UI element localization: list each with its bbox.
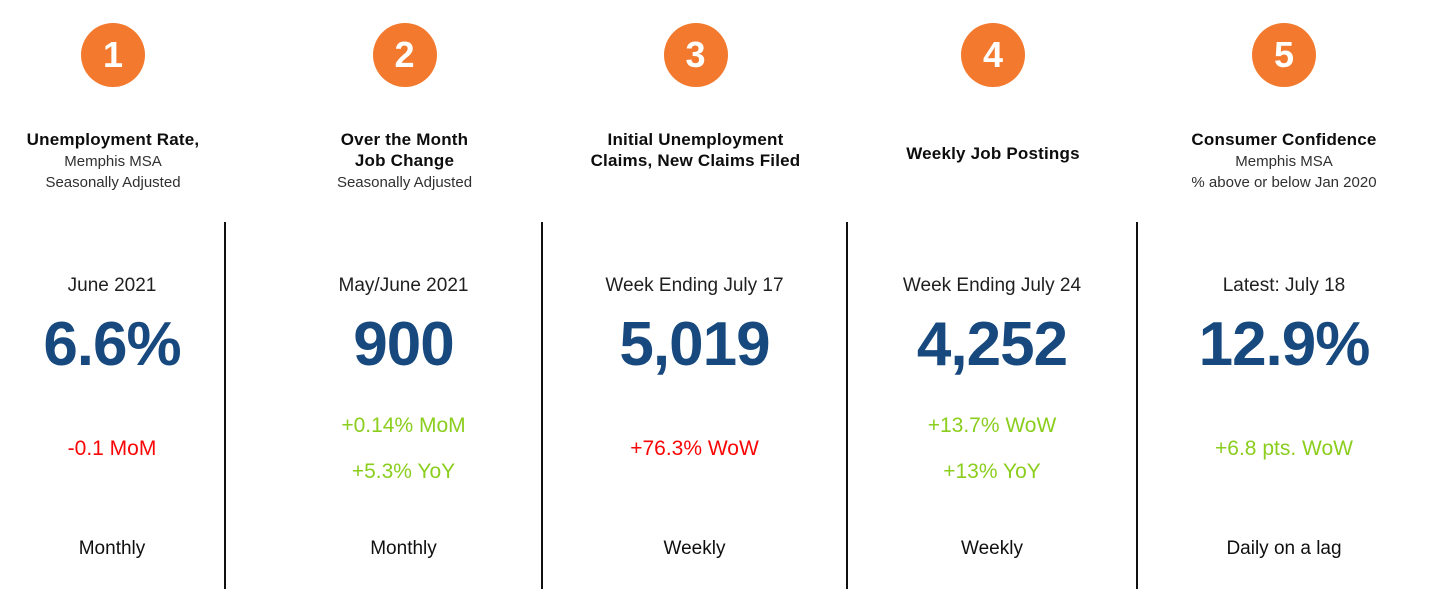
metric-subtitle: Seasonally Adjusted bbox=[45, 174, 181, 191]
metric-changes: +13.7% WoW +13% YoY bbox=[928, 376, 1057, 537]
metric-subtitle: Seasonally Adjusted bbox=[336, 174, 473, 191]
column-inner: 5 Consumer Confidence Memphis MSA % abov… bbox=[1138, 0, 1430, 589]
metric-frequency: Daily on a lag bbox=[1226, 538, 1342, 559]
metric-value: 4,252 bbox=[916, 310, 1068, 379]
metric-title-block: Initial Unemployment Claims, New Claims … bbox=[591, 129, 801, 171]
column-body: Week Ending July 17 5,019 +76.3% WoW Wee… bbox=[543, 222, 848, 589]
metric-title: Over the Month bbox=[340, 130, 469, 149]
metric-column-job-postings: 4 Weekly Job Postings Week Ending July 2… bbox=[848, 0, 1138, 589]
metric-frequency: Monthly bbox=[78, 538, 146, 559]
metric-title-block: Weekly Job Postings bbox=[906, 143, 1080, 164]
metric-value: 900 bbox=[353, 310, 454, 379]
column-body: Latest: July 18 12.9% +6.8 pts. WoW Dail… bbox=[1138, 222, 1430, 589]
metric-title: Initial Unemployment bbox=[607, 130, 784, 149]
change-indicator: -0.1 MoM bbox=[67, 436, 157, 460]
column-body: Week Ending July 24 4,252 +13.7% WoW +13… bbox=[848, 222, 1138, 589]
metric-value: 6.6% bbox=[43, 310, 181, 379]
metric-frequency: Weekly bbox=[663, 538, 726, 559]
metric-frequency: Monthly bbox=[370, 538, 437, 559]
metric-date: Week Ending July 17 bbox=[605, 275, 784, 296]
metric-title-block: Over the Month Job Change Seasonally Adj… bbox=[337, 129, 472, 192]
column-inner: 4 Weekly Job Postings Week Ending July 2… bbox=[848, 0, 1138, 589]
metric-column-unemployment-rate: 1 Unemployment Rate, Memphis MSA Seasona… bbox=[0, 0, 248, 589]
column-header: 3 Initial Unemployment Claims, New Claim… bbox=[543, 0, 848, 222]
column-inner: 2 Over the Month Job Change Seasonally A… bbox=[248, 0, 543, 589]
change-indicator: +13.7% WoW bbox=[927, 413, 1057, 437]
step-1-badge: 1 bbox=[81, 23, 145, 87]
metric-title-block: Unemployment Rate, Memphis MSA Seasonall… bbox=[27, 129, 200, 192]
column-header: 5 Consumer Confidence Memphis MSA % abov… bbox=[1138, 0, 1430, 222]
metric-title: Unemployment Rate, bbox=[26, 130, 200, 149]
change-indicator: +76.3% WoW bbox=[630, 436, 759, 460]
metric-changes: +76.3% WoW bbox=[630, 376, 759, 537]
metric-subtitle: Memphis MSA bbox=[64, 153, 162, 170]
column-header: 2 Over the Month Job Change Seasonally A… bbox=[266, 0, 543, 222]
step-number: 1 bbox=[102, 34, 124, 75]
metric-title: Job Change bbox=[354, 151, 455, 170]
step-number: 5 bbox=[1273, 34, 1295, 75]
metric-changes: +6.8 pts. WoW bbox=[1215, 376, 1353, 537]
step-4-badge: 4 bbox=[961, 23, 1025, 87]
column-body: May/June 2021 900 +0.14% MoM +5.3% YoY M… bbox=[266, 222, 543, 589]
metric-date: May/June 2021 bbox=[338, 275, 469, 296]
metric-value: 5,019 bbox=[619, 310, 770, 379]
metric-title: Weekly Job Postings bbox=[906, 144, 1080, 163]
step-number: 2 bbox=[394, 34, 415, 75]
change-indicator: +13% YoY bbox=[943, 459, 1041, 483]
metric-date: Week Ending July 24 bbox=[902, 275, 1082, 296]
metric-column-job-change: 2 Over the Month Job Change Seasonally A… bbox=[248, 0, 543, 589]
column-header: 4 Weekly Job Postings bbox=[848, 0, 1138, 222]
metric-subtitle: Memphis MSA bbox=[1235, 153, 1333, 170]
metric-title: Consumer Confidence bbox=[1191, 130, 1377, 149]
column-inner: 3 Initial Unemployment Claims, New Claim… bbox=[543, 0, 848, 589]
step-5-badge: 5 bbox=[1252, 23, 1316, 87]
metric-column-initial-claims: 3 Initial Unemployment Claims, New Claim… bbox=[543, 0, 848, 589]
step-2-badge: 2 bbox=[372, 23, 437, 87]
metric-value: 12.9% bbox=[1198, 310, 1371, 379]
metric-frequency: Weekly bbox=[961, 538, 1023, 559]
column-inner: 1 Unemployment Rate, Memphis MSA Seasona… bbox=[0, 0, 248, 589]
column-header: 1 Unemployment Rate, Memphis MSA Seasona… bbox=[0, 0, 226, 222]
metric-date: Latest: July 18 bbox=[1222, 275, 1346, 296]
change-indicator: +6.8 pts. WoW bbox=[1215, 436, 1353, 460]
column-body: June 2021 6.6% -0.1 MoM Monthly bbox=[0, 222, 226, 589]
step-number: 4 bbox=[982, 34, 1004, 75]
metric-title: Claims, New Claims Filed bbox=[590, 151, 801, 170]
metric-title-block: Consumer Confidence Memphis MSA % above … bbox=[1191, 129, 1376, 192]
change-indicator: +0.14% MoM bbox=[341, 413, 466, 437]
change-indicator: +5.3% YoY bbox=[351, 459, 456, 483]
metric-subtitle: % above or below Jan 2020 bbox=[1191, 174, 1377, 191]
metric-column-consumer-confidence: 5 Consumer Confidence Memphis MSA % abov… bbox=[1138, 0, 1430, 589]
metric-changes: +0.14% MoM +5.3% YoY bbox=[341, 376, 465, 537]
step-3-badge: 3 bbox=[663, 23, 728, 87]
metric-changes: -0.1 MoM bbox=[68, 376, 157, 537]
step-number: 3 bbox=[685, 34, 706, 75]
metric-date: June 2021 bbox=[67, 275, 157, 296]
